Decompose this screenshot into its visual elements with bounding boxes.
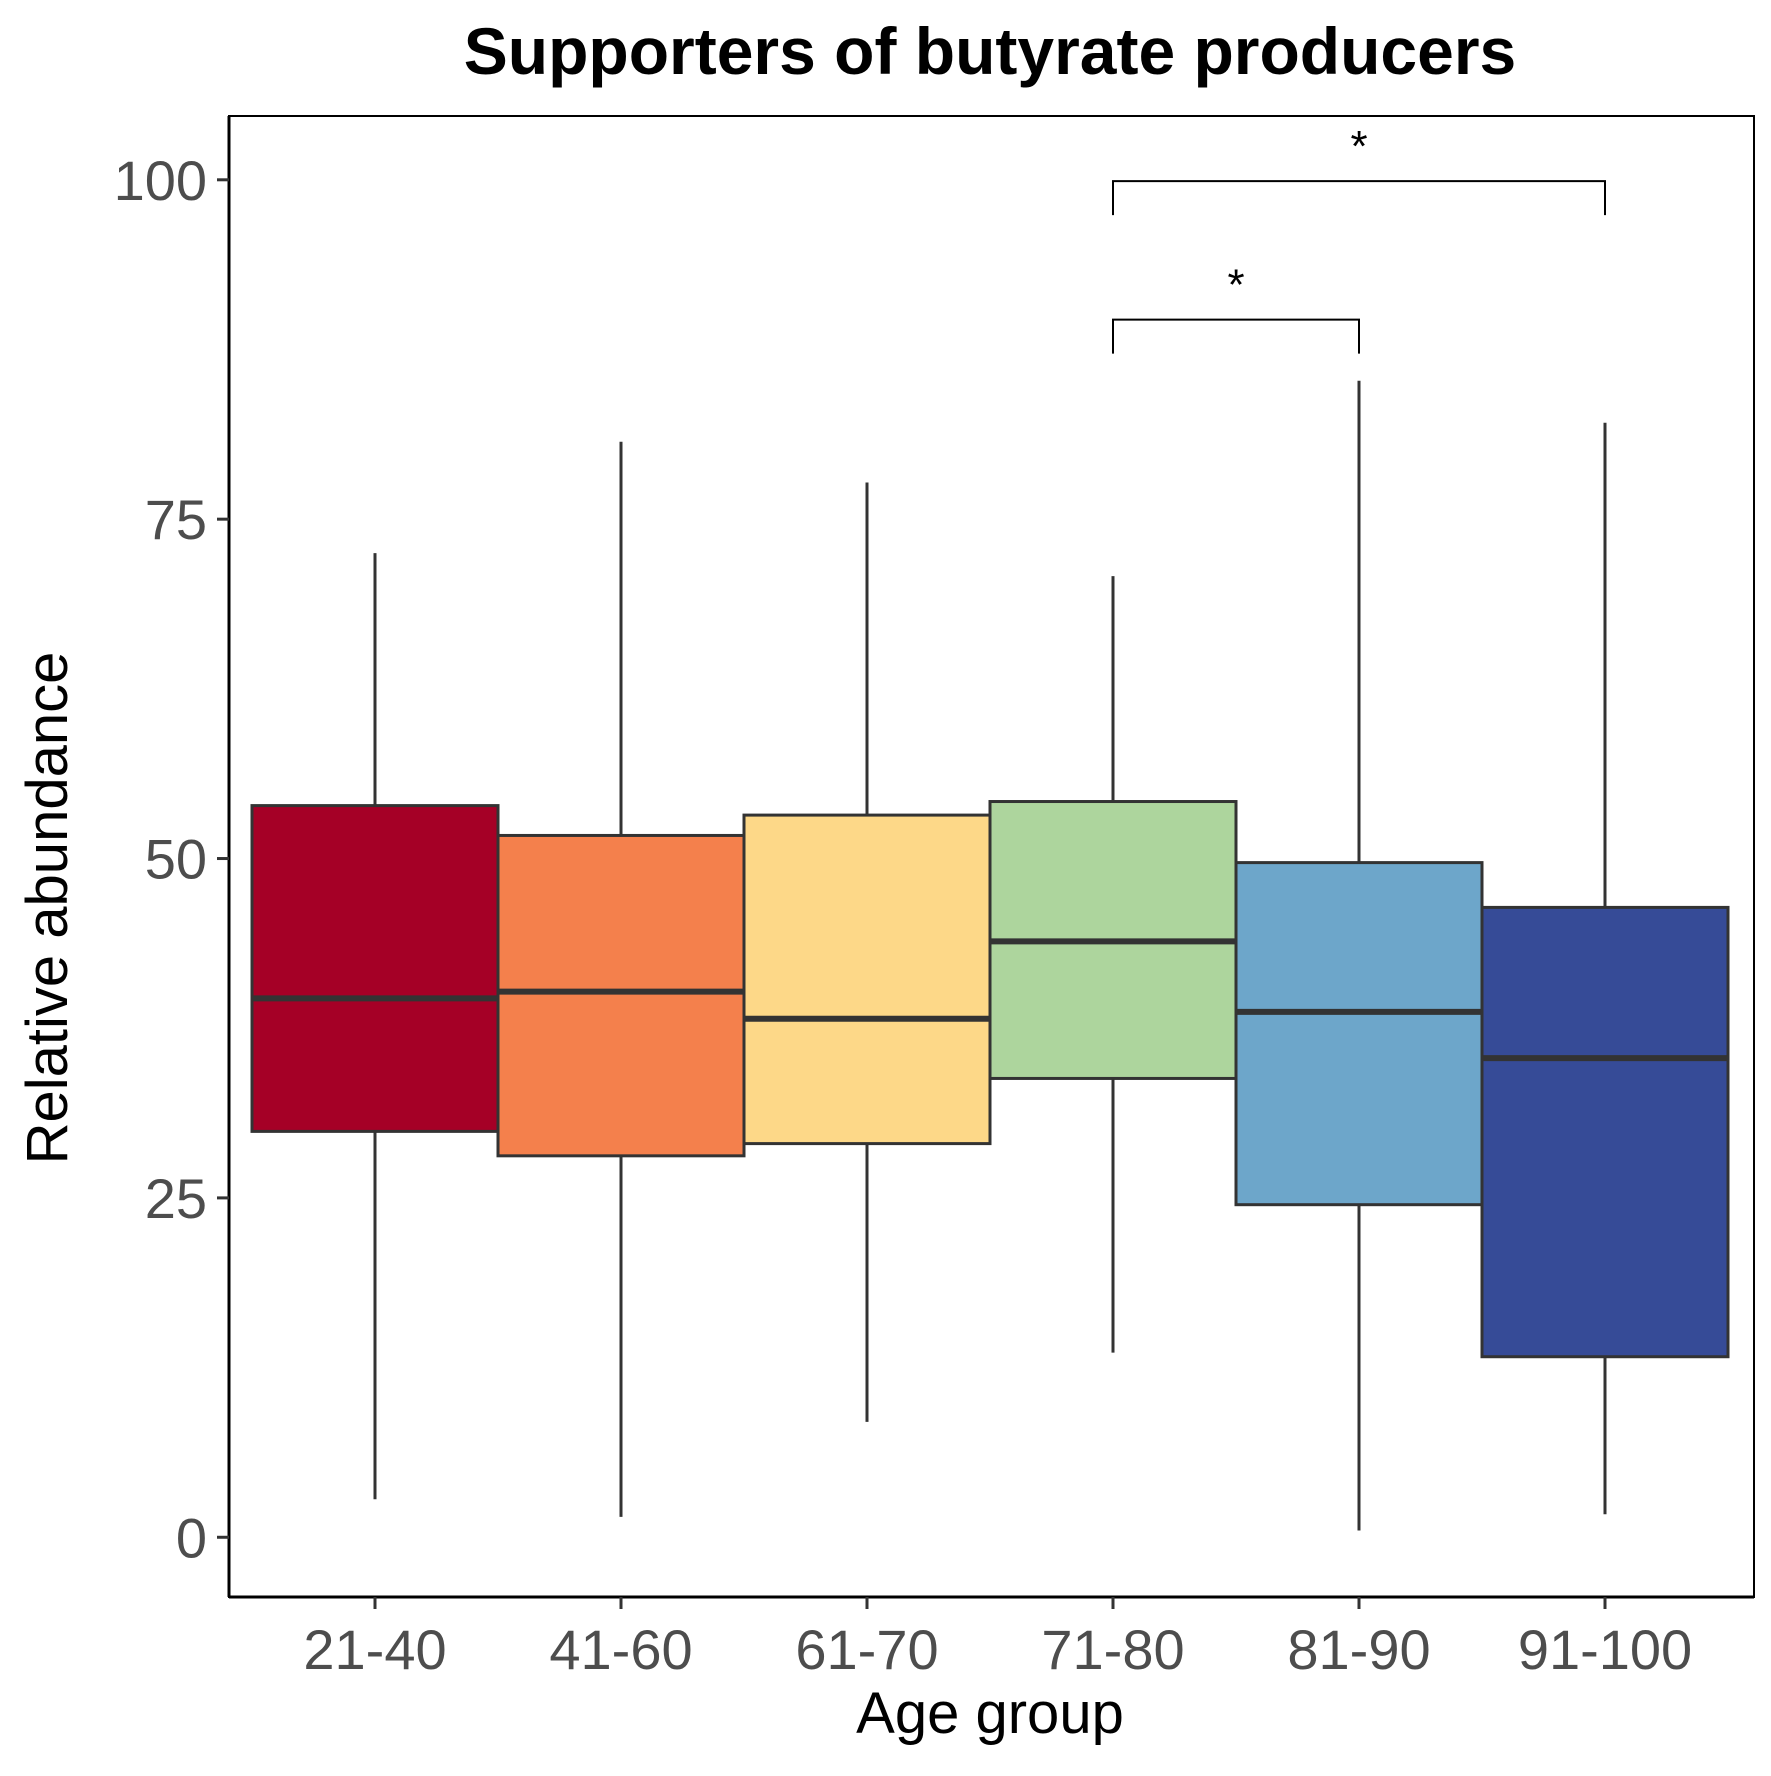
y-axis-title: Relative abundance: [15, 652, 80, 1165]
box-81-90: [1234, 861, 1484, 1207]
y-tick-label: 100: [114, 149, 207, 212]
significance-bracket: [1112, 180, 1606, 216]
x-tick-label: 61-70: [795, 1618, 938, 1681]
plot-marks: 0 25 50 75 100 21-40 41-60 61-70 71-80 81-90 91-10…: [114, 115, 1755, 1681]
box-41-60: [496, 833, 746, 1158]
box-91-100: [1480, 905, 1730, 1359]
box-61-70: [742, 813, 992, 1146]
significance-label: *: [1227, 261, 1244, 310]
y-tick-label: 0: [176, 1506, 207, 1569]
x-axis-title: Age group: [856, 1681, 1124, 1746]
x-tick-label: 81-90: [1287, 1618, 1430, 1681]
y-tick-label: 25: [145, 1167, 207, 1230]
significance-bracket: [1112, 318, 1360, 354]
y-tick-label: 75: [145, 488, 207, 551]
x-tick-label: 41-60: [549, 1618, 692, 1681]
x-tick-label: 21-40: [303, 1618, 446, 1681]
chart-title: Supporters of butyrate producers: [464, 14, 1517, 88]
x-tick-label: 71-80: [1041, 1618, 1184, 1681]
x-tick-label: 91-100: [1518, 1618, 1692, 1681]
box-21-40: [250, 804, 500, 1133]
significance-label: *: [1350, 122, 1367, 171]
y-tick-label: 50: [145, 828, 207, 891]
